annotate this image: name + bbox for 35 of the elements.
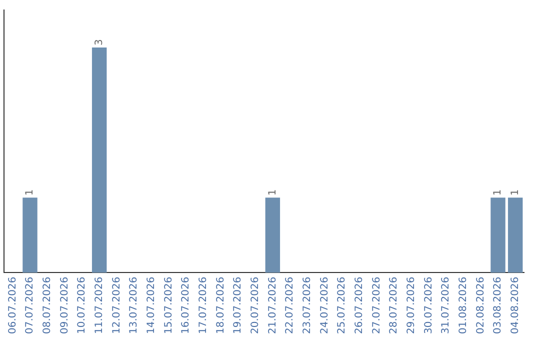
x-tick-label: 17.07.2026	[198, 276, 209, 334]
x-tick-label: 13.07.2026	[128, 276, 140, 334]
data-label: 1	[24, 189, 36, 196]
x-tick-label: 07.07.2026	[24, 276, 36, 334]
data-label: 1	[267, 189, 278, 196]
x-tick-label: 12.07.2026	[111, 276, 122, 334]
x-tick-label: 02.08.2026	[475, 276, 486, 334]
x-tick-label: 08.07.2026	[42, 276, 53, 334]
x-tick-label: 28.07.2026	[388, 276, 400, 334]
x-tick-label: 03.08.2026	[492, 276, 504, 334]
x-tick-label: 25.07.2026	[336, 276, 348, 334]
x-tick-label: 31.07.2026	[440, 276, 452, 334]
x-tick-label: 22.07.2026	[284, 276, 296, 334]
x-tick-label: 11.07.2026	[94, 276, 105, 334]
x-tick-label: 15.07.2026	[163, 276, 174, 334]
x-tick-label: 18.07.2026	[215, 276, 226, 334]
x-tick-label: 10.07.2026	[76, 276, 88, 334]
x-tick-label: 27.07.2026	[371, 276, 382, 334]
x-tick-label: 24.07.2026	[319, 276, 330, 334]
data-label: 1	[492, 189, 504, 196]
x-tick-label: 16.07.2026	[180, 276, 192, 334]
x-tick-label: 04.08.2026	[510, 276, 521, 334]
x-tick-label: 14.07.2026	[146, 276, 157, 334]
x-tick-label: 01.08.2026	[458, 276, 469, 334]
x-tick-label: 29.07.2026	[406, 276, 417, 334]
x-tick-label: 20.07.2026	[250, 276, 261, 334]
x-tick-label: 19.07.2026	[232, 276, 244, 334]
x-tick-label: 09.07.2026	[59, 276, 70, 334]
x-tick-label: 30.07.2026	[423, 276, 434, 334]
data-label: 3	[94, 39, 105, 46]
x-tick-label: 26.07.2026	[354, 276, 365, 334]
x-tick-label: 21.07.2026	[267, 276, 278, 334]
data-label: 1	[510, 189, 521, 196]
x-tick-label: 23.07.2026	[302, 276, 313, 334]
x-tick-label: 06.07.2026	[7, 276, 18, 334]
